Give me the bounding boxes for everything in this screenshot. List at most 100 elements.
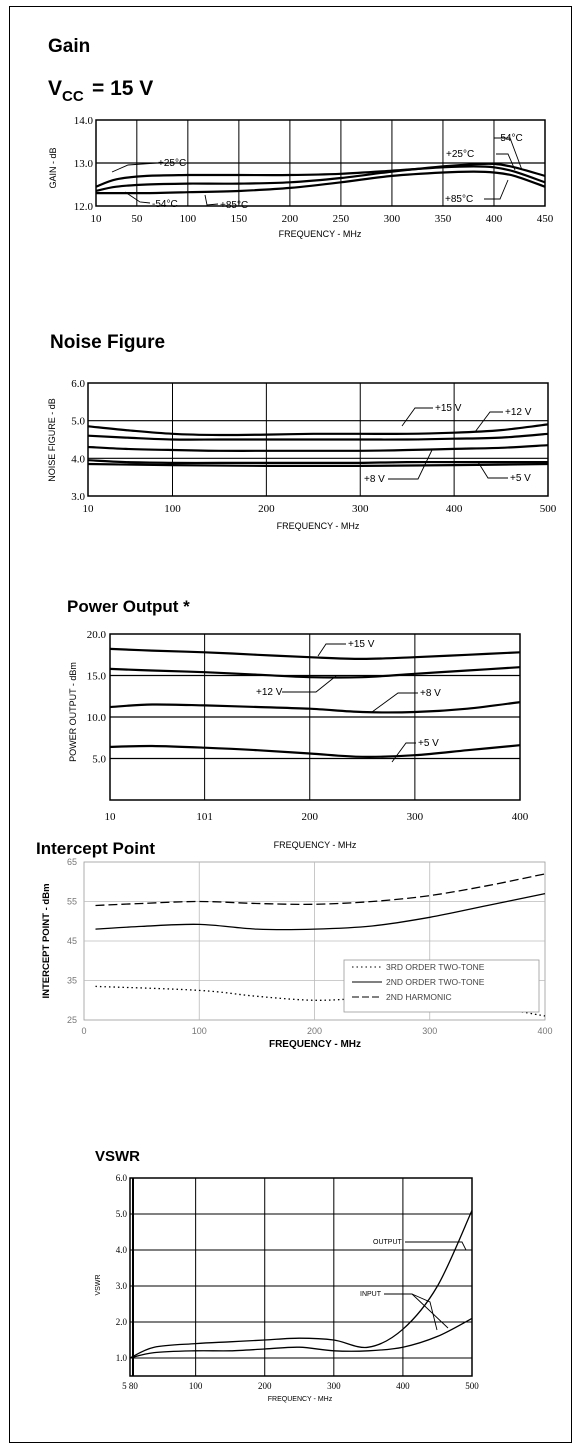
series-line-2nd-harmonic bbox=[95, 873, 546, 907]
y-tick-label: 5.0 bbox=[71, 416, 85, 428]
x-tick-label: 300 bbox=[422, 1026, 437, 1036]
series-annotation: OUTPUT bbox=[373, 1239, 403, 1246]
series-line--15-v bbox=[109, 647, 521, 661]
legend-label: 2ND HARMONIC bbox=[386, 992, 452, 1002]
chart-subtitle-main: V bbox=[48, 77, 62, 100]
series-annotation: +12 V bbox=[505, 407, 532, 418]
chart-title: Noise Figure bbox=[50, 332, 165, 353]
series-annotation: +15 V bbox=[435, 403, 462, 414]
chart-title: Power Output * bbox=[67, 597, 190, 616]
leader-minus54-right bbox=[494, 137, 523, 171]
x-tick-label: 250 bbox=[333, 213, 350, 225]
series-annotation: +5 V bbox=[418, 738, 439, 749]
y-tick-label: 15.0 bbox=[87, 671, 107, 683]
x-tick-label: 300 bbox=[407, 811, 424, 823]
series-annotation: -54°C bbox=[152, 199, 178, 210]
y-tick-label: 4.0 bbox=[116, 1245, 128, 1255]
y-axis-label: POWER OUTPUT - dBm bbox=[68, 662, 78, 762]
x-tick-label: 400 bbox=[446, 503, 463, 515]
series-line--8-v bbox=[87, 444, 549, 452]
x-tick-label: 350 bbox=[435, 213, 452, 225]
x-tick-label: 10 bbox=[83, 503, 95, 515]
x-tick-label: 400 bbox=[396, 1381, 410, 1391]
x-tick-label: 200 bbox=[301, 811, 318, 823]
x-axis-label: FREQUENCY - MHz bbox=[268, 1396, 333, 1403]
y-tick-label: 13.0 bbox=[74, 158, 94, 170]
x-tick-label: 300 bbox=[327, 1381, 341, 1391]
x-tick-label: 10 bbox=[91, 213, 103, 225]
y-tick-label: 2.0 bbox=[116, 1317, 128, 1327]
y-tick-label: 4.0 bbox=[71, 453, 85, 465]
series-line--12-v bbox=[109, 666, 521, 679]
y-axis-label: VSWR bbox=[95, 1275, 102, 1296]
leader-minus54-left bbox=[124, 191, 151, 204]
figure-frame bbox=[9, 6, 572, 1443]
leader-15v bbox=[317, 643, 346, 657]
y-tick-label: 3.0 bbox=[71, 491, 85, 503]
series-annotation: +85°C bbox=[445, 194, 473, 205]
leader-8v bbox=[388, 449, 433, 480]
y-axis-label: NOISE FIGURE - dB bbox=[47, 398, 57, 482]
x-tick-label: 300 bbox=[384, 213, 401, 225]
leader-plus85-left bbox=[204, 194, 219, 206]
legend-label: 3RD ORDER TWO-TONE bbox=[386, 962, 485, 972]
series-line-output bbox=[129, 1210, 473, 1359]
x-tick-label: 200 bbox=[258, 503, 275, 515]
y-tick-label: 25 bbox=[67, 1015, 77, 1025]
x-tick-label: 400 bbox=[486, 213, 503, 225]
x-tick-label: 50 bbox=[131, 213, 143, 225]
leader-plus25-left bbox=[111, 162, 158, 173]
series-annotation: +25°C bbox=[446, 149, 474, 160]
x-tick-label: 400 bbox=[512, 811, 529, 823]
series-line--12-v bbox=[87, 432, 549, 441]
legend-label: 2ND ORDER TWO-TONE bbox=[386, 977, 485, 987]
series-line-2nd-order-two-tone bbox=[95, 892, 546, 931]
y-axis-label: GAIN - dB bbox=[48, 147, 58, 188]
series-annotation: +85°C bbox=[220, 200, 248, 211]
y-tick-label: 35 bbox=[67, 976, 77, 986]
y-tick-label: 6.0 bbox=[116, 1173, 128, 1183]
leader-12v bbox=[282, 675, 337, 693]
chart-subtitle-rest: = 15 V bbox=[92, 77, 153, 100]
leader-output bbox=[405, 1241, 467, 1251]
x-tick-label: 200 bbox=[258, 1381, 272, 1391]
leader-5v bbox=[477, 461, 508, 479]
chart-title: Intercept Point bbox=[36, 839, 155, 858]
leader-input-2 bbox=[411, 1293, 438, 1331]
chart-subtitle-sub: CC bbox=[62, 88, 84, 105]
series-line--85-c bbox=[95, 170, 546, 195]
series-line-input bbox=[129, 1317, 473, 1359]
x-tick-label: 200 bbox=[307, 1026, 322, 1036]
y-tick-label: 10.0 bbox=[87, 712, 107, 724]
leader-input bbox=[384, 1293, 449, 1329]
legend-box bbox=[343, 959, 540, 1013]
y-tick-label: 1.0 bbox=[116, 1353, 128, 1363]
x-tick-label: 400 bbox=[537, 1026, 552, 1036]
y-tick-label: 65 bbox=[67, 857, 77, 867]
x-axis-label: FREQUENCY - MHz bbox=[277, 521, 360, 531]
series-line--15-v bbox=[87, 423, 549, 437]
plot-area bbox=[129, 1177, 473, 1377]
series-line--8-v bbox=[109, 701, 521, 714]
x-axis-label: FREQUENCY - MHz bbox=[269, 1039, 361, 1050]
x-tick-label: 100 bbox=[192, 1026, 207, 1036]
x-tick-label: 500 bbox=[465, 1381, 479, 1391]
leader-plus25-right bbox=[496, 153, 516, 171]
x-axis-label: FREQUENCY - MHz bbox=[274, 840, 357, 850]
series-line--5-v bbox=[87, 459, 548, 465]
plot-area bbox=[87, 382, 549, 497]
x-tick-label: 100 bbox=[189, 1381, 203, 1391]
y-tick-label: 6.0 bbox=[71, 378, 85, 390]
y-tick-label: 20.0 bbox=[87, 629, 107, 641]
x-tick-label: 150 bbox=[231, 213, 248, 225]
x-tick-label: 101 bbox=[196, 811, 213, 823]
series-line--25-c bbox=[95, 165, 546, 188]
x-tick-label: 100 bbox=[180, 213, 197, 225]
leader-plus85-right bbox=[484, 179, 509, 200]
leader-8v bbox=[371, 692, 418, 713]
x-tick-label: 200 bbox=[282, 213, 299, 225]
y-tick-label: 45 bbox=[67, 936, 77, 946]
x-tick-label: 450 bbox=[537, 213, 554, 225]
y-tick-label: 3.0 bbox=[116, 1281, 128, 1291]
x-tick-label: 5 80 bbox=[122, 1381, 138, 1391]
